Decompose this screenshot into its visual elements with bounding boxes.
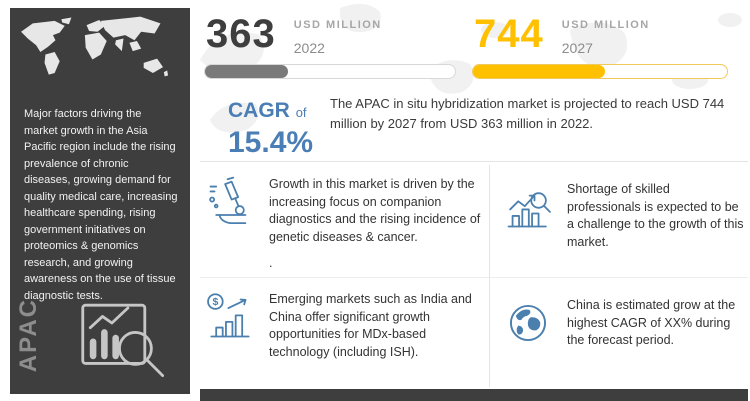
sidebar: Major factors driving the market growth … [10, 8, 190, 394]
fact-drivers-text: Growth in this market is driven by the i… [269, 177, 481, 244]
stat-2022-meta: USD MILLION 2022 [294, 14, 382, 56]
divider-horizontal-top [200, 161, 748, 162]
dollar-sign: $ [212, 296, 218, 308]
projection-text: The APAC in situ hybridization market is… [330, 96, 725, 131]
divider-horizontal-mid [200, 277, 748, 278]
stat-2022: 363 USD MILLION 2022 [206, 14, 382, 56]
fact-challenge-text: Shortage of skilled professionals is exp… [567, 182, 744, 249]
fact-drivers-note: . [269, 256, 273, 270]
stat-2027-year: 2027 [561, 40, 593, 56]
progress-bar-2022 [204, 64, 456, 79]
stat-2027-unit: USD MILLION [561, 19, 650, 31]
fact-opportunity: $ Emerging markets such as India and Chi… [204, 291, 486, 361]
stat-2027-meta: USD MILLION 2027 [562, 14, 650, 56]
fact-drivers: Growth in this market is driven by the i… [204, 176, 486, 273]
progress-bar-2027 [472, 64, 728, 79]
progress-fill-2027 [473, 65, 606, 78]
world-map [21, 16, 169, 77]
market-drivers-text: Major factors driving the market growth … [24, 108, 178, 302]
cagr-label: CAGR [228, 99, 290, 122]
bar-chart-dollar-icon: $ [207, 293, 250, 338]
region-label: APAC [15, 297, 42, 372]
progress-fill-2022 [205, 65, 288, 78]
cagr-of: of [295, 105, 307, 120]
stat-2022-unit: USD MILLION [293, 19, 382, 31]
fact-drivers-textwrap: Growth in this market is driven by the i… [269, 176, 486, 273]
bottom-bar [200, 389, 748, 401]
stat-2027: 744 USD MILLION 2027 [474, 14, 650, 56]
stat-2022-value: 363 [206, 12, 276, 56]
stat-2027-value: 744 [474, 12, 544, 56]
stat-2022-year: 2022 [293, 40, 325, 56]
fact-china-cagr: China is estimated grow at the highest C… [502, 297, 744, 350]
fact-china-cagr-text: China is estimated grow at the highest C… [567, 298, 736, 347]
fact-opportunity-text: Emerging markets such as India and China… [269, 292, 472, 359]
cagr-value: 15.4% [228, 126, 314, 159]
divider-vertical [489, 165, 490, 387]
chart-magnifier-outline-icon [81, 303, 165, 378]
globe-icon [509, 304, 547, 342]
cagr-block: CAGR of 15.4% [228, 99, 313, 160]
chart-magnifier-icon [507, 192, 551, 228]
fact-challenge: Shortage of skilled professionals is exp… [502, 181, 744, 251]
microscope-diagnostics-icon [209, 176, 247, 225]
